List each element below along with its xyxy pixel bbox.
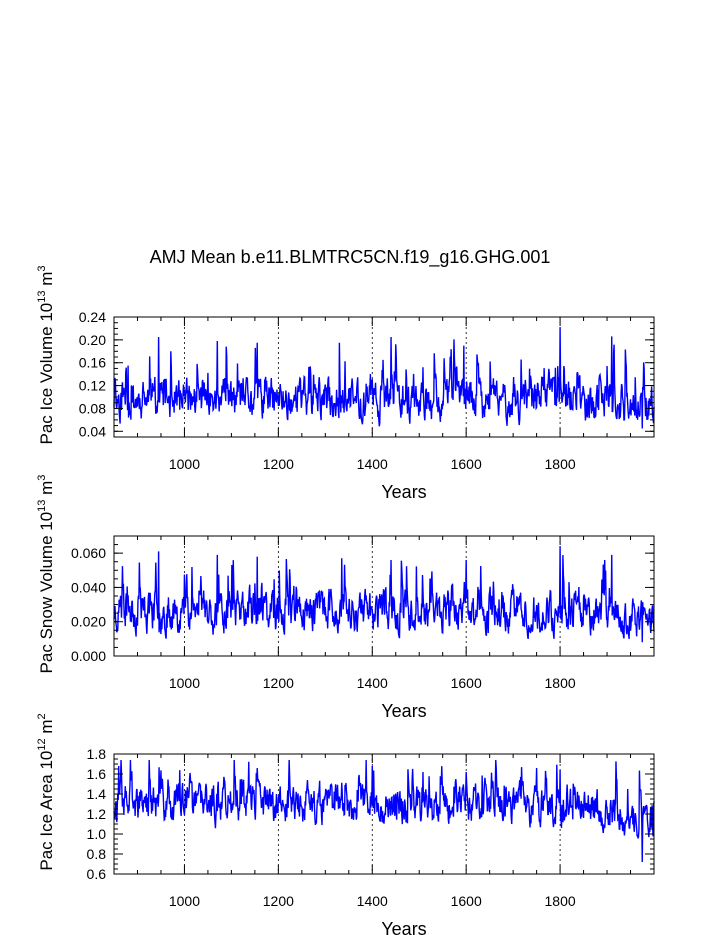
y-tick-label: 0.8 [87, 846, 107, 862]
figure-title: AMJ Mean b.e11.BLMTRC5CN.f19_g16.GHG.001 [150, 247, 551, 268]
x-tick-label: 1600 [451, 456, 482, 472]
y-axis-label-superscript: 3 [36, 265, 48, 271]
y-axis-label-superscript: 13 [36, 291, 48, 303]
x-tick-label: 1200 [263, 675, 294, 691]
panels: 1000 1200 1400 1600 1800 0.04 0.08 0.12 0.16 0.20… [36, 265, 655, 935]
y-axis-label-part: m [37, 719, 56, 738]
y-axis-label-superscript: 12 [36, 738, 48, 750]
y-axis-label-superscript: 3 [36, 475, 48, 481]
plot-frame [113, 316, 655, 438]
x-axis-label: Years [381, 919, 426, 935]
series-line [113, 759, 655, 863]
x-axis-label: Years [381, 482, 426, 502]
y-axis-label-part: m [37, 272, 56, 291]
x-tick-label: 1000 [169, 893, 200, 909]
y-tick-label: 1.0 [87, 826, 107, 842]
y-tick-label: 0.040 [71, 579, 106, 595]
y-tick-label: 0.060 [71, 545, 106, 561]
y-tick-label: 1.6 [87, 766, 107, 782]
y-tick-label: 0.6 [87, 866, 107, 882]
y-axis-label: Pac Snow Volume 1013 m3 [36, 475, 56, 674]
y-tick-label: 0.04 [79, 423, 106, 439]
y-axis-label: Pac Ice Volume 1013 m3 [36, 265, 56, 444]
series-line [113, 327, 655, 429]
x-tick-label: 1600 [451, 675, 482, 691]
y-axis-label: Pac Ice Area 1012 m2 [36, 713, 56, 870]
y-tick-label: 0.20 [79, 332, 106, 348]
x-tick-label: 1000 [169, 456, 200, 472]
y-axis-label-part: Pac Ice Area 10 [37, 751, 56, 871]
y-axis-label-part: m [37, 481, 56, 500]
y-tick-label: 1.4 [87, 786, 107, 802]
x-tick-label: 1200 [263, 893, 294, 909]
y-tick-label: 0.16 [79, 355, 106, 371]
y-tick-label: 0.08 [79, 400, 106, 416]
series-line [113, 546, 655, 643]
y-tick-label: 0.020 [71, 614, 106, 630]
y-tick-label: 1.2 [87, 806, 107, 822]
panel-2: 1000 1200 1400 1600 1800 0.000 0.020 0.040 0.060… [36, 475, 655, 721]
y-axis-label-superscript: 2 [36, 713, 48, 719]
panel-1: 1000 1200 1400 1600 1800 0.04 0.08 0.12 0.16 0.20… [36, 265, 655, 502]
x-tick-label: 1400 [357, 893, 388, 909]
x-tick-label: 1200 [263, 456, 294, 472]
x-tick-label: 1800 [545, 893, 576, 909]
x-tick-label: 1400 [357, 675, 388, 691]
x-tick-label: 1800 [545, 456, 576, 472]
y-axis-label-superscript: 13 [36, 500, 48, 512]
y-axis-label-part: Pac Ice Volume 10 [37, 303, 56, 445]
y-tick-label: 0.12 [79, 378, 106, 394]
x-tick-label: 1400 [357, 456, 388, 472]
x-tick-label: 1000 [169, 675, 200, 691]
x-axis-label: Years [381, 701, 426, 721]
panel-3: 1000 1200 1400 1600 1800 0.6 0.8 1.0 1.2 1.4 1.6 1.… [36, 713, 655, 935]
x-tick-label: 1800 [545, 675, 576, 691]
y-axis-label-part: Pac Snow Volume 10 [37, 512, 56, 674]
x-tick-label: 1600 [451, 893, 482, 909]
y-tick-label: 0.000 [71, 648, 106, 664]
y-tick-label: 0.24 [79, 309, 106, 325]
y-tick-label: 1.8 [87, 746, 107, 762]
